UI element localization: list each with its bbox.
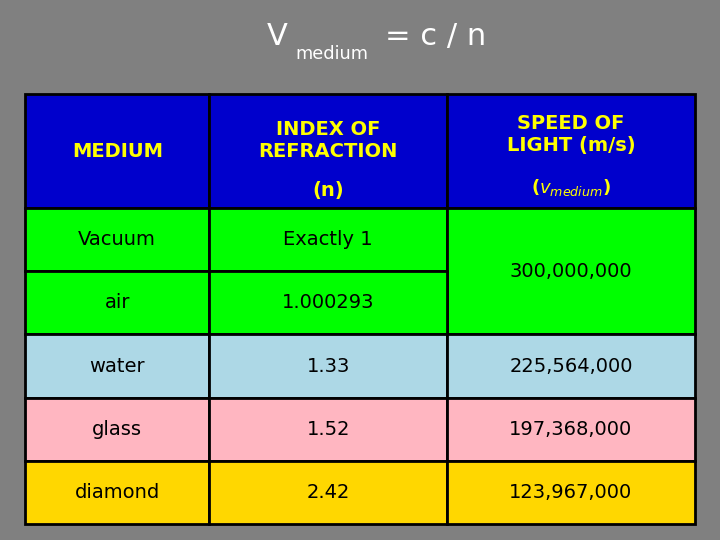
Text: 123,967,000: 123,967,000	[509, 483, 633, 502]
Text: 1.52: 1.52	[307, 420, 350, 438]
Text: medium: medium	[295, 45, 368, 63]
Bar	[25, 272, 210, 334]
Bar	[447, 94, 695, 208]
Bar	[210, 272, 447, 334]
Text: MEDIUM: MEDIUM	[72, 142, 163, 161]
Bar	[210, 208, 447, 272]
Text: (n): (n)	[312, 180, 344, 200]
Text: 1.000293: 1.000293	[282, 293, 374, 313]
Text: = c / n: = c / n	[385, 22, 487, 51]
Text: 197,368,000: 197,368,000	[509, 420, 633, 438]
Text: SPEED OF
LIGHT (m/s): SPEED OF LIGHT (m/s)	[507, 114, 635, 155]
Bar	[447, 208, 695, 334]
Text: water: water	[89, 356, 145, 375]
Bar	[25, 461, 210, 524]
Bar	[25, 397, 210, 461]
Text: INDEX OF
REFRACTION: INDEX OF REFRACTION	[258, 119, 398, 160]
Bar	[25, 208, 210, 272]
Bar	[25, 334, 210, 397]
Text: 300,000,000: 300,000,000	[510, 262, 632, 281]
Bar	[447, 334, 695, 397]
Text: 225,564,000: 225,564,000	[509, 356, 633, 375]
Text: V: V	[266, 22, 287, 51]
Bar	[25, 94, 210, 208]
Text: ($v_{medium}$): ($v_{medium}$)	[531, 177, 611, 198]
Text: diamond: diamond	[75, 483, 160, 502]
Text: 1.33: 1.33	[307, 356, 350, 375]
Bar	[210, 334, 447, 397]
Bar	[210, 397, 447, 461]
Text: air: air	[104, 293, 130, 313]
Text: glass: glass	[92, 420, 143, 438]
Bar	[210, 461, 447, 524]
Text: Vacuum: Vacuum	[78, 231, 156, 249]
Bar	[447, 397, 695, 461]
Bar	[210, 94, 447, 208]
Text: 2.42: 2.42	[307, 483, 350, 502]
Text: Exactly 1: Exactly 1	[284, 231, 373, 249]
Bar	[447, 461, 695, 524]
